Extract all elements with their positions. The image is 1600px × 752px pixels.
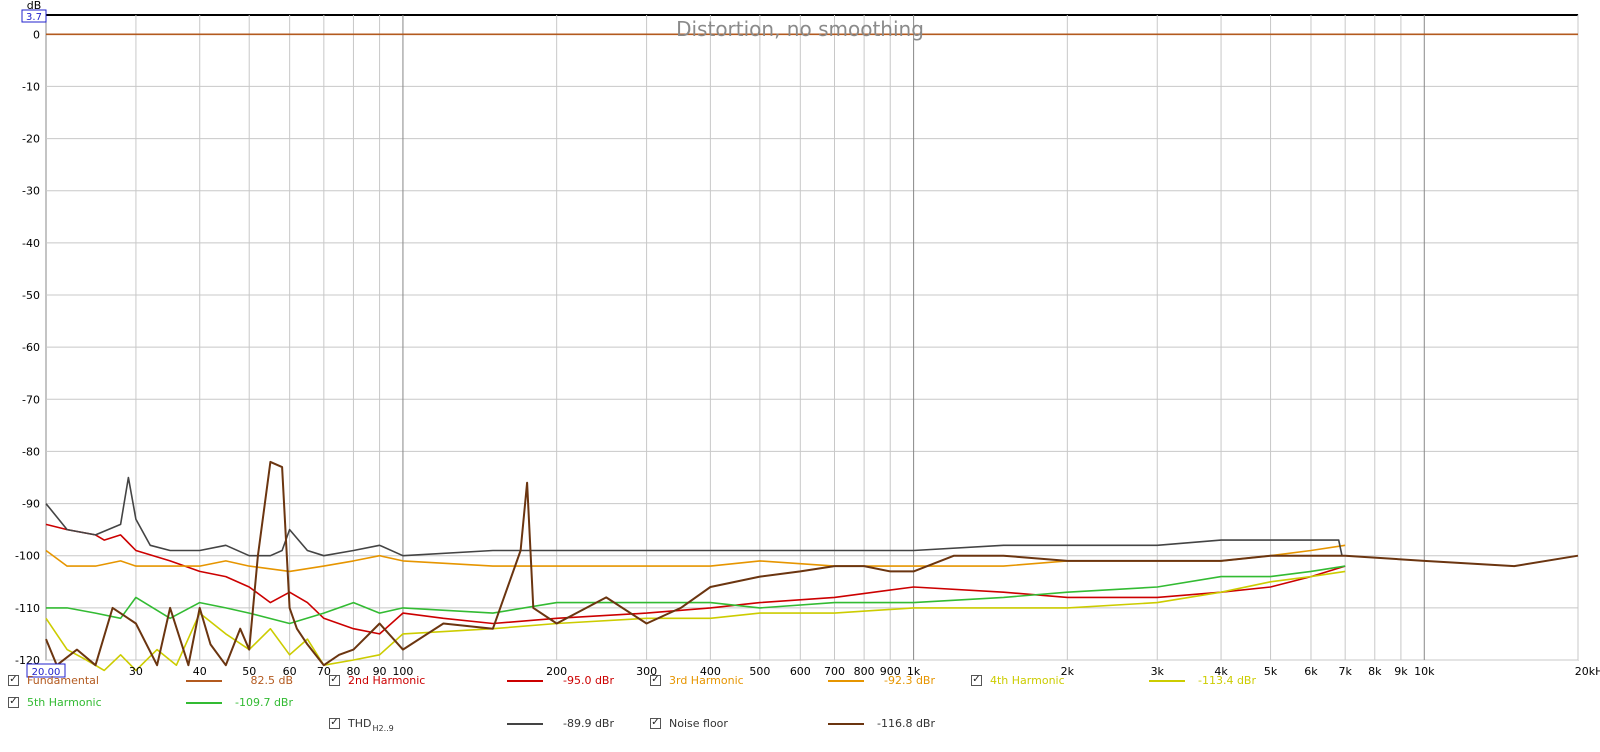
x-tick-label: 4k [1214,665,1228,678]
x-tick-label: 5k [1264,665,1278,678]
x-tick-label: 400 [700,665,721,678]
y-tick-label: -110 [15,602,40,615]
legend-label: Fundamental [27,674,99,687]
y-tick-label: -20 [22,133,40,146]
x-tick-label: 2k [1061,665,1075,678]
x-tick-label: 500 [749,665,770,678]
legend-item-4th-harmonic: ✓ 4th Harmonic -113.4 dBr [971,672,1256,688]
legend-label: 3rd Harmonic [669,674,744,687]
x-tick-label: 800 [854,665,875,678]
legend-swatch [828,680,864,682]
legend-swatch [186,680,222,682]
legend-label: 2nd Harmonic [348,674,425,687]
legend-item-fundamental: ✓ Fundamental 82.5 dB [8,672,293,688]
legend-label-text: 5th Harmonic [27,695,102,709]
y-tick-label: -80 [22,445,40,458]
legend-checkbox-4th-harmonic[interactable]: ✓ [971,674,982,686]
y-tick-label: 0 [33,28,40,41]
y-tick-label: -90 [22,498,40,511]
x-start-value: 20.00 [32,667,61,678]
legend-swatch [507,723,543,725]
legend-checkbox-thd[interactable]: ✓ [329,717,340,729]
x-tick-label: 1k [907,665,921,678]
y-tick-label: -10 [22,80,40,93]
legend-checkbox-3rd-harmonic[interactable]: ✓ [650,674,661,686]
y-tick-label: -100 [15,550,40,563]
series-line-5th-harmonic [46,565,1346,625]
legend-item-noise-floor: ✓ Noise floor -116.8 dBr [650,715,935,731]
legend-checkbox-noise-floor[interactable]: ✓ [650,717,661,729]
x-tick-label: 200 [546,665,567,678]
legend-swatch [507,680,543,682]
legend-value: -109.7 dBr [234,695,293,709]
legend-item-5th-harmonic: ✓ 5th Harmonic -109.7 dBr [8,694,293,710]
legend-item-2nd-harmonic: ✓ 2nd Harmonic -95.0 dBr [329,672,614,688]
x-tick-label: 3k [1151,665,1165,678]
legend-value: -89.9 dBr [562,716,614,730]
x-tick-label: 100 [392,665,413,678]
x-tick-label: 80 [346,665,360,678]
legend-label: 4th Harmonic [990,674,1065,687]
x-tick-label: 60 [283,665,297,678]
legend-label: Noise floor [669,717,728,730]
x-tick-label: 10k [1414,665,1435,678]
x-tick-label: 90 [373,665,387,678]
series-line-4th-harmonic [45,570,1346,672]
y-axis-label: dB [27,0,42,12]
x-start-box[interactable] [26,663,66,678]
legend-item-thd: ✓ THDH2..9 -89.9 dBr [329,715,614,733]
legend-label-text: 4th Harmonic [990,673,1065,687]
x-tick-label: 900 [880,665,901,678]
x-tick-label: 30 [129,665,143,678]
chart-title: Distortion, no smoothing [676,17,924,41]
grid-lines [45,14,1579,661]
legend-label: THDH2..9 [348,716,394,733]
series-line-2nd-harmonic [45,523,1346,635]
legend-value: -95.0 dBr [562,673,614,687]
legend-label: 5th Harmonic [27,696,102,709]
y-tick-label: -40 [22,237,40,250]
x-tick-label: 40 [193,665,207,678]
legend-value: -116.8 dBr [876,716,935,730]
y-top-box[interactable] [21,9,47,23]
legend-label-text: 3rd Harmonic [669,673,744,687]
series-line-noise-floor [45,460,1579,667]
legend-swatch [828,723,864,725]
x-tick-label: 70 [317,665,331,678]
y-tick-label: -50 [22,289,40,302]
legend-swatch [1149,680,1185,682]
legend-label-text: 2nd Harmonic [348,673,426,687]
x-tick-label: 6k [1304,665,1318,678]
series-lines [45,33,1579,672]
axes: 0-10-20-30-40-50-60-70-80-90-100-110-120… [15,28,1600,678]
series-line-thd [45,476,1343,557]
legend-value: -92.3 dBr [883,673,935,687]
x-tick-label: 50 [242,665,256,678]
plot-frame [45,14,1579,661]
x-tick-label: 9k [1394,665,1408,678]
legend-swatch [186,702,222,704]
y-tick-label: -30 [22,185,40,198]
legend-label-text: Noise floor [669,716,728,730]
y-tick-label: -60 [22,341,40,354]
legend-value: 82.5 dB [250,673,293,687]
x-tick-label: 8k [1368,665,1382,678]
legend-checkbox-2nd-harmonic[interactable]: ✓ [329,674,340,686]
legend-label-text: Fundamental [27,673,99,687]
y-top-value: 3.7 [26,12,42,23]
legend-checkbox-fundamental[interactable]: ✓ [8,674,19,686]
legend-value: -113.4 dBr [1197,673,1256,687]
y-tick-label: -70 [22,393,40,406]
legend-label-text: THD [348,716,372,730]
legend-item-3rd-harmonic: ✓ 3rd Harmonic -92.3 dBr [650,672,935,688]
x-tick-label: 20kHz [1575,665,1600,678]
x-tick-label: 700 [824,665,845,678]
legend-label-subscript: H2..9 [372,723,394,733]
x-tick-label: 7k [1338,665,1352,678]
x-tick-label: 600 [790,665,811,678]
legend-checkbox-5th-harmonic[interactable]: ✓ [8,696,19,708]
